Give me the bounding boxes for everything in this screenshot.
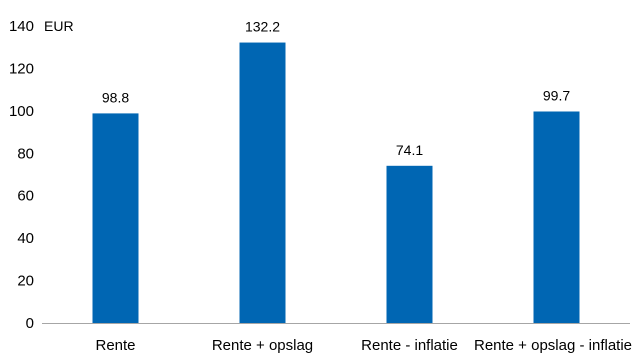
bar [533, 111, 580, 324]
category-label: Rente - inflatie [361, 337, 458, 354]
y-tick-label: 40 [17, 230, 34, 247]
y-tick-label: 0 [26, 315, 34, 332]
y-tick-label: 120 [9, 60, 34, 77]
y-tick-label: 100 [9, 103, 34, 120]
bar-value-label: 99.7 [543, 87, 570, 103]
category-label: Rente + opslag - inflatie [474, 337, 632, 354]
bar-value-label: 74.1 [396, 142, 423, 158]
y-tick-label: 20 [17, 273, 34, 290]
y-axis-ticks: 0 20 40 60 80 100 120 140 [9, 18, 34, 332]
bar [92, 113, 139, 323]
y-tick-label: 140 [9, 18, 34, 35]
bar-value-label: 132.2 [245, 19, 280, 35]
category-label: Rente [95, 337, 135, 354]
y-tick-label: 80 [17, 145, 34, 162]
category-label: Rente + opslag [212, 337, 313, 354]
bar-value-label: 98.8 [102, 89, 129, 105]
category-labels: Rente Rente + opslag Rente - inflatie Rente… [95, 337, 632, 354]
y-tick-label: 60 [17, 188, 34, 205]
bars [92, 42, 580, 324]
bar [239, 42, 286, 323]
bar [386, 165, 433, 323]
data-labels: 98.8 132.2 74.1 99.7 [102, 19, 570, 158]
y-axis-unit-label: EUR [44, 18, 74, 34]
